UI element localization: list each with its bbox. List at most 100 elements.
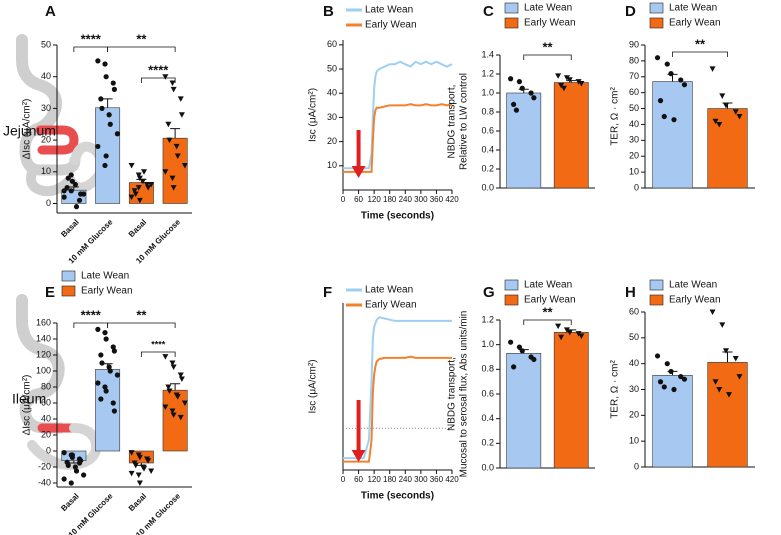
significance-label: ** <box>136 31 147 46</box>
significance-label: **** <box>81 307 102 322</box>
data-point <box>681 376 688 382</box>
data-point <box>65 462 71 468</box>
data-point <box>664 61 670 67</box>
data-point <box>563 75 570 81</box>
data-point <box>511 101 517 107</box>
y-tick-label: 20 <box>41 134 51 144</box>
legend-label: Late Wean <box>365 285 413 296</box>
data-point <box>678 373 684 380</box>
data-point <box>136 197 143 204</box>
y-tick-label: 40 <box>41 413 51 423</box>
significance-bracket <box>140 77 176 83</box>
y-tick-label: 160 <box>36 317 51 327</box>
data-point <box>566 329 573 336</box>
data-point <box>81 472 87 478</box>
data-point <box>726 392 732 398</box>
data-point <box>95 58 101 64</box>
y-tick-label: 50 <box>327 63 337 73</box>
y-tick-label: 20 <box>41 429 51 439</box>
data-point <box>723 348 729 354</box>
y-tick-label: 0 <box>46 198 51 208</box>
significance-label: ** <box>136 307 147 322</box>
y-tick-label: 0.6 <box>481 125 494 135</box>
data-point <box>106 364 112 370</box>
data-point <box>170 86 177 93</box>
data-point <box>169 175 176 182</box>
y-tick-label: 60 <box>41 397 51 407</box>
y-tick-label: 1.0 <box>481 87 494 97</box>
data-point <box>166 388 173 394</box>
data-point <box>169 80 176 87</box>
data-point <box>555 73 562 79</box>
legend-swatch <box>649 17 664 29</box>
error-bar <box>170 383 181 391</box>
y-axis-label: Relative to LW control <box>459 73 470 170</box>
significance-bracket <box>73 46 109 52</box>
legend-label: Late Wean <box>524 280 572 291</box>
x-tick-label: 240 <box>399 195 413 204</box>
y-tick-label: -40 <box>38 477 51 487</box>
data-point <box>111 408 117 414</box>
y-tick-label: 80 <box>629 55 639 65</box>
data-point <box>103 388 109 394</box>
data-point <box>516 344 523 350</box>
y-tick-label: 10 <box>629 436 639 446</box>
y-tick-label: 60 <box>629 87 639 97</box>
data-point <box>68 172 74 178</box>
error-bar <box>68 186 79 191</box>
data-point <box>144 181 151 188</box>
data-point <box>95 326 101 332</box>
significance-label: ** <box>695 36 706 51</box>
legend-label: Early Wean <box>669 295 721 306</box>
y-tick-label: 100 <box>36 365 51 375</box>
data-point <box>170 412 177 418</box>
data-point <box>166 137 173 144</box>
y-tick-label: 0.2 <box>481 163 494 173</box>
data-point <box>61 450 67 456</box>
y-tick-label: 80 <box>41 381 51 391</box>
data-point <box>709 66 716 72</box>
legend-swatch <box>504 17 519 29</box>
data-point <box>72 464 78 470</box>
y-tick-label: 60 <box>629 306 639 316</box>
x-tick-label: Basal <box>127 218 148 239</box>
data-point <box>98 96 104 102</box>
y-tick-label: -20 <box>38 461 51 471</box>
data-point <box>712 379 719 385</box>
data-point <box>135 185 142 191</box>
y-tick-label: 20 <box>629 151 639 161</box>
y-tick-label: 0 <box>634 182 639 192</box>
data-point <box>135 472 142 478</box>
panel-letter: E <box>45 284 55 301</box>
data-point <box>132 462 139 469</box>
y-tick-label: 50 <box>629 103 639 113</box>
data-point <box>712 118 719 125</box>
data-point <box>145 458 152 464</box>
x-axis-label: Time (seconds) <box>361 211 434 222</box>
data-point <box>136 480 143 486</box>
y-tick-label: 0.2 <box>481 438 494 448</box>
data-point <box>560 85 567 92</box>
y-tick-label: 30 <box>41 103 51 113</box>
data-point <box>716 121 723 128</box>
data-point <box>103 74 109 80</box>
legend-label: Late Wean <box>669 3 717 14</box>
data-point <box>174 394 181 400</box>
data-point <box>136 175 143 182</box>
y-tick-label: 140 <box>36 333 51 343</box>
data-point <box>709 309 716 315</box>
data-point <box>566 77 573 83</box>
data-point <box>177 96 184 102</box>
data-point <box>102 330 108 336</box>
row-label: Ileum <box>12 391 46 407</box>
y-tick-label: 120 <box>36 349 51 359</box>
data-point <box>177 414 184 421</box>
y-tick-label: 40 <box>629 358 639 368</box>
data-point <box>61 188 67 194</box>
panel-letter: H <box>625 284 636 301</box>
data-point <box>107 368 113 374</box>
x-tick-label: 120 <box>367 475 381 484</box>
data-point <box>511 364 517 370</box>
data-point <box>513 107 520 113</box>
data-point <box>719 322 726 328</box>
